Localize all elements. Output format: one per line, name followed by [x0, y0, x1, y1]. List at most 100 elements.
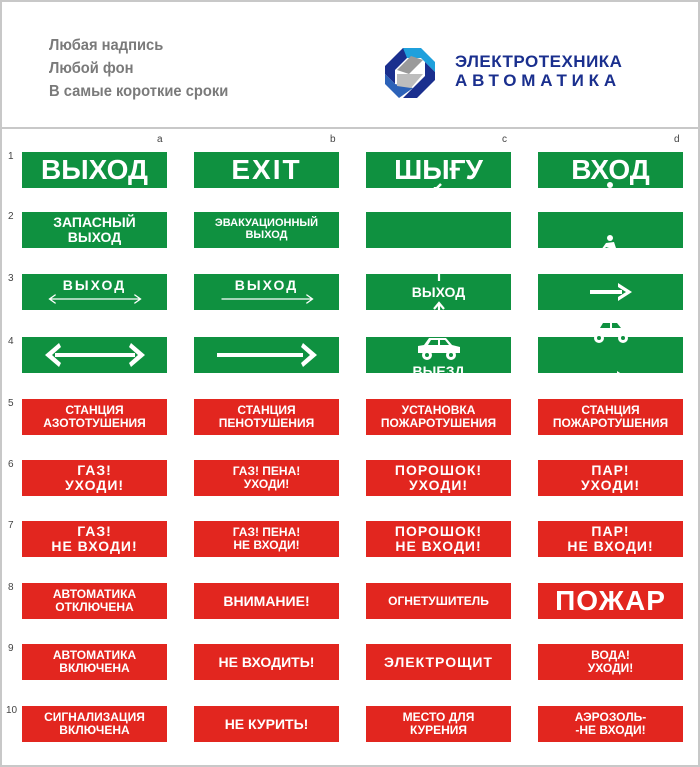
sign-text: КУРЕНИЯ: [409, 723, 467, 737]
sign-vehicle-exit inline: ВЫЕЗД: [366, 337, 511, 378]
sign-emergency-exit: ЗАПАСНЫЙ ВЫХОД: [22, 212, 167, 248]
sign-text: EXIT: [231, 154, 302, 186]
sign-text: ВЫХОД: [234, 276, 299, 293]
sign-r10-a: СИГНАЛИЗАЦИЯ ВКЛЮЧЕНА: [22, 706, 167, 742]
sign-text: НЕ ВХОДИТЬ!: [218, 653, 315, 670]
sign-text: ВКЛЮЧЕНА: [59, 723, 130, 737]
sign-r5-d: СТАНЦИЯ ПОЖАРОТУШЕНИЯ: [538, 399, 683, 435]
sign-r9-a: АВТОМАТИКА ВКЛЮЧЕНА: [22, 644, 167, 680]
sign-text: УХОДИ!: [64, 477, 125, 493]
sign-exit-stairs-down inline: [366, 183, 511, 278]
sign-text: СТАНЦИЯ: [65, 403, 124, 418]
sign-text: УХОДИ!: [587, 661, 634, 675]
sign-text: ВОДА!: [591, 648, 630, 663]
sign-text: ОГНЕТУШИТЕЛЬ: [388, 593, 489, 608]
tagline: В самые короткие сроки: [49, 83, 229, 100]
sign-text: СТАНЦИЯ: [237, 403, 296, 418]
brand-name-line1: ЭЛЕКТРОТЕХНИКА: [455, 52, 623, 71]
sign-r8-c: ОГНЕТУШИТЕЛЬ: [366, 583, 511, 619]
sign-r6-b: ГАЗ! ПЕНА! УХОДИ!: [194, 460, 339, 496]
row-number: 7: [8, 520, 14, 531]
sign-exit-stairs-up inline: [538, 182, 683, 279]
arrow-right-icon: [588, 277, 634, 307]
row-number: 6: [8, 459, 14, 470]
sign-text: УХОДИ!: [580, 477, 641, 493]
sign-exit-up inline: ВЫХОД: [366, 256, 511, 326]
stairs-down-icon: [423, 180, 455, 210]
sign-text: ШЫҒУ: [394, 154, 483, 186]
sign-text: ВЫХОД: [62, 276, 127, 293]
sign-text: ВЫХОД: [67, 229, 122, 245]
sign-text: ПОЖАРОТУШЕНИЯ: [552, 416, 669, 430]
sign-r10-d: АЭРОЗОЛЬ- -НЕ ВХОДИ!: [538, 706, 683, 742]
sign-text: НЕ ВХОДИ!: [395, 538, 482, 554]
sign-text: ВКЛЮЧЕНА: [59, 661, 130, 675]
logo-icon: [381, 44, 439, 102]
sign-r7-a: ГАЗ! НЕ ВХОДИ!: [22, 521, 167, 557]
running-man-icon: [600, 180, 622, 210]
sign-text: ПАР!: [591, 462, 630, 479]
sign-text: ГАЗ!: [77, 523, 112, 540]
row-number: 8: [8, 582, 14, 593]
sign-r5-a: СТАНЦИЯ АЗОТОТУШЕНИЯ: [22, 399, 167, 435]
sign-text: ПАР!: [591, 523, 630, 540]
column-label: b: [330, 134, 336, 145]
sign-text: ВЫХОД: [41, 154, 148, 186]
arrow-right-icon: [589, 365, 633, 395]
sign-text: ЗАПАСНЫЙ: [53, 214, 136, 231]
sign-2: EXIT: [194, 152, 339, 188]
sign-r8-b: ВНИМАНИЕ!: [194, 583, 339, 619]
sign-r7-d: ПАР! НЕ ВХОДИ!: [538, 521, 683, 557]
sign-text: АЗОТОТУШЕНИЯ: [43, 416, 146, 430]
sign-text: СИГНАЛИЗАЦИЯ: [44, 710, 145, 725]
row-number: 4: [8, 336, 14, 347]
sign-r8-a: АВТОМАТИКА ОТКЛЮЧЕНА: [22, 583, 167, 619]
arrow-up-icon: [432, 299, 446, 329]
brand-name-line2: АВТОМАТИКА: [455, 71, 621, 90]
sign-arrow-both: [22, 337, 167, 373]
sign-text: ГАЗ!: [77, 462, 112, 479]
sign-text: ПОЖАР: [555, 585, 666, 617]
car-icon: [416, 332, 462, 362]
row-number: 5: [8, 398, 14, 409]
car-icon: [588, 315, 634, 345]
tagline: Любая надпись: [49, 37, 164, 54]
row-number: 10: [6, 705, 18, 716]
sign-text: НЕ КУРИТЬ!: [224, 715, 309, 732]
sign-text: УХОДИ!: [243, 477, 290, 491]
tagline: Любой фон: [49, 60, 134, 77]
row-number: 1: [8, 151, 14, 162]
sign-text: АВТОМАТИКА: [52, 648, 137, 663]
sign-4: ВХОД: [538, 152, 683, 188]
sign-r6-a: ГАЗ! УХОДИ!: [22, 460, 167, 496]
sign-text: ПОЖАРОТУШЕНИЯ: [380, 416, 497, 430]
row-number: 2: [8, 211, 14, 222]
sign-r8-d: ПОЖАР: [538, 583, 683, 619]
sign-text: СТАНЦИЯ: [581, 403, 640, 418]
double-arrow-icon: [44, 340, 145, 370]
sign-text: ГАЗ! ПЕНА!: [232, 464, 301, 479]
sign-text: ВЫХОД: [245, 229, 288, 241]
arrow-up-icon: [432, 255, 446, 285]
sign-3: ШЫҒУ: [366, 152, 511, 188]
sign-text: ЭВАКУАЦИОННЫЙ: [214, 217, 319, 230]
sign-r7-b: ГАЗ! ПЕНА! НЕ ВХОДИ!: [194, 521, 339, 557]
sign-text: НЕ ВХОДИ!: [51, 538, 138, 554]
header: Любая надпись Любой фон В самые короткие…: [0, 0, 700, 129]
sign-text: ПОРОШОК!: [394, 523, 483, 540]
arrow-right-icon: [212, 292, 322, 306]
sign-text: -НЕ ВХОДИ!: [575, 723, 646, 737]
double-arrow-icon: [40, 292, 150, 306]
sign-exit-both: ВЫХОД: [22, 274, 167, 310]
sign-r5-c: УСТАНОВКА ПОЖАРОТУШЕНИЯ: [366, 399, 511, 435]
sign-r6-d: ПАР! УХОДИ!: [538, 460, 683, 496]
sign-r7-c: ПОРОШОК! НЕ ВХОДИ!: [366, 521, 511, 557]
sign-text: ГАЗ! ПЕНА!: [232, 525, 301, 540]
sign-text: ПОРОШОК!: [394, 462, 483, 479]
row-number: 3: [8, 273, 14, 284]
sign-text: ВЫЕЗД: [412, 362, 465, 379]
sign-r9-c: ЭЛЕКТРОЩИТ: [366, 644, 511, 680]
sign-exit-door inline: [538, 235, 683, 347]
sign-r5-b: СТАНЦИЯ ПЕНОТУШЕНИЯ: [194, 399, 339, 435]
